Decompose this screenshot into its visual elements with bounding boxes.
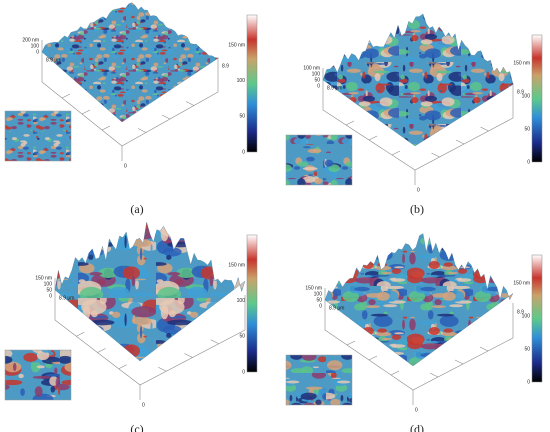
z-axis-label: 0	[319, 303, 322, 309]
x-axis-label: 8.9 µm	[329, 305, 344, 311]
z-axis-label: 50	[314, 77, 320, 83]
grid-line	[431, 152, 440, 158]
grid-line	[97, 348, 106, 353]
grid-line	[345, 120, 355, 126]
colorbar	[246, 234, 258, 373]
grid-line	[210, 339, 219, 345]
z-axis-label: 50	[316, 297, 322, 303]
grid-line	[455, 139, 465, 145]
colorbar-label: 150 nm	[228, 42, 245, 48]
x-axis-label: 8.9 µm	[59, 295, 74, 301]
z-axis-label: 100 nm	[303, 65, 320, 71]
colorbar	[531, 254, 543, 383]
x-axis-label: 8.9 µm	[46, 57, 61, 63]
grid-line	[158, 366, 167, 372]
colorbar-label: 50	[524, 346, 530, 352]
colorbar-label: 100	[237, 78, 246, 84]
z-axis-label: 0	[49, 293, 52, 299]
colorbar-label: 50	[239, 114, 245, 120]
z-axis-label: 100	[44, 281, 53, 287]
grid-line	[185, 101, 195, 106]
y-axis-end: 8.9	[517, 89, 524, 95]
z-axis-label: 150 nm	[35, 275, 52, 281]
grid-line	[429, 372, 439, 378]
panel-caption: (d)	[410, 422, 424, 432]
colorbar-label: 0	[242, 369, 245, 375]
origin-label: 0	[417, 187, 420, 193]
panel-caption: (b)	[410, 202, 424, 216]
surface-3d	[322, 13, 514, 147]
colorbar-label: 100	[237, 298, 246, 304]
grid-line	[118, 364, 127, 370]
surface-3d	[324, 233, 514, 367]
grid-line	[61, 93, 71, 99]
colorbar-label: 0	[527, 159, 530, 165]
colorbar-label: 0	[242, 149, 245, 155]
grid-line	[76, 331, 85, 337]
z-axis-label: 100	[31, 43, 40, 49]
colorbar	[531, 34, 543, 163]
z-axis-label: 0	[36, 49, 39, 55]
x-axis-label: 8.9 µm	[327, 85, 342, 91]
grid-line	[101, 125, 111, 131]
surface-3d	[54, 222, 246, 362]
origin-label: 0	[415, 407, 418, 413]
grid-line	[454, 359, 464, 365]
grid-line	[479, 346, 489, 352]
inset-image	[4, 349, 72, 401]
origin-label: 0	[124, 163, 127, 169]
colorbar-label: 50	[524, 126, 530, 132]
inset-image	[4, 110, 72, 162]
inset-image	[285, 134, 353, 186]
panel-caption: (c)	[130, 422, 143, 432]
grid-line	[81, 109, 91, 115]
inset-image	[285, 354, 353, 406]
colorbar-label: 100	[522, 313, 531, 319]
z-axis-label: 100	[312, 71, 321, 77]
grid-line	[368, 135, 378, 141]
colorbar-label: 150 nm	[513, 60, 530, 66]
z-axis-label: 200 nm	[22, 37, 39, 43]
z-axis-label: 150 nm	[305, 285, 322, 291]
grid-line	[480, 126, 489, 132]
colorbar-label: 150 nm	[228, 262, 245, 268]
z-axis-label: 0	[317, 83, 320, 89]
z-axis-label: 100	[314, 291, 323, 297]
colorbar-label: 150 nm	[513, 280, 530, 286]
grid-line	[161, 114, 171, 120]
y-axis-end: 8.9	[517, 309, 524, 315]
colorbar-label: 100	[522, 93, 531, 99]
colorbar-label: 0	[527, 379, 530, 385]
grid-line	[368, 355, 378, 361]
grid-line	[346, 340, 356, 346]
panel-caption: (a)	[130, 202, 143, 216]
grid-line	[390, 370, 400, 376]
colorbar-label: 50	[239, 334, 245, 340]
grid-line	[184, 353, 193, 358]
grid-line	[137, 128, 147, 133]
origin-label: 0	[142, 402, 145, 408]
surface-3d	[41, 2, 219, 123]
y-axis-end: 8.9	[222, 63, 229, 69]
z-axis-label: 50	[46, 287, 52, 293]
grid-line	[391, 150, 401, 156]
colorbar	[246, 14, 258, 153]
